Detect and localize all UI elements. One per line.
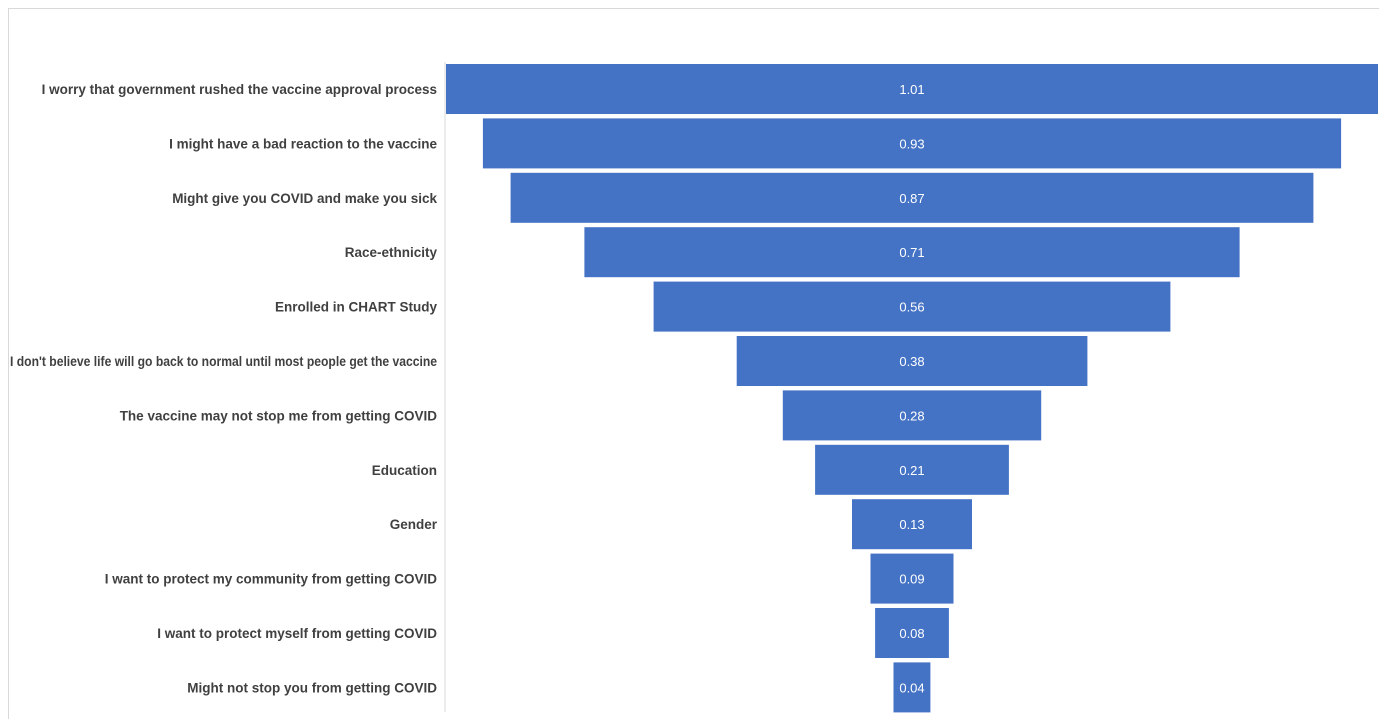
category-label-10: I want to protect my community from gett…	[105, 572, 438, 587]
category-label-1: I worry that government rushed the vacci…	[42, 82, 437, 97]
bar-6	[736, 336, 1088, 386]
value-label-7: 0.28	[899, 408, 924, 423]
value-label-2: 0.93	[899, 136, 924, 151]
category-label-5: Enrolled in CHART Study	[275, 300, 437, 315]
bars-group	[446, 64, 1378, 713]
value-label-3: 0.87	[899, 191, 924, 206]
value-label-10: 0.09	[899, 572, 924, 587]
category-label-3: Might give you COVID and make you sick	[172, 191, 437, 206]
bar-9	[852, 499, 972, 550]
bar-1	[446, 64, 1378, 114]
category-labels-group: I worry that government rushed the vacci…	[10, 82, 438, 695]
chart-frame	[8, 8, 1379, 719]
value-labels-group: 1.01 0.93 0.87 0.71 0.56 0.38 0.28 0.21 0.13 0.09…	[899, 82, 924, 695]
category-label-7: The vaccine may not stop me from getting…	[120, 408, 438, 423]
value-label-4: 0.71	[899, 245, 924, 260]
category-label-8: Education	[372, 463, 437, 478]
bar-7	[782, 390, 1042, 441]
value-label-12: 0.04	[899, 680, 924, 695]
category-label-12: Might not stop you from getting COVID	[187, 680, 437, 695]
category-label-11: I want to protect myself from getting CO…	[157, 626, 437, 641]
bar-5	[653, 281, 1171, 332]
value-label-5: 0.56	[899, 300, 924, 315]
bar-2	[482, 118, 1342, 169]
bar-10	[870, 553, 954, 604]
bar-4	[584, 227, 1240, 278]
bar-3	[510, 172, 1314, 223]
value-label-9: 0.13	[899, 517, 924, 532]
bar-8	[815, 444, 1009, 495]
value-label-11: 0.08	[899, 626, 924, 641]
category-label-9: Gender	[390, 517, 438, 532]
category-label-6: I don't believe life will go back to nor…	[10, 354, 437, 369]
value-label-6: 0.38	[899, 354, 924, 369]
category-label-4: Race-ethnicity	[345, 245, 438, 260]
value-label-1: 1.01	[899, 82, 924, 97]
category-label-2: I might have a bad reaction to the vacci…	[169, 136, 437, 151]
bar-12	[893, 662, 931, 713]
value-label-8: 0.21	[899, 463, 924, 478]
bar-11	[875, 608, 949, 658]
